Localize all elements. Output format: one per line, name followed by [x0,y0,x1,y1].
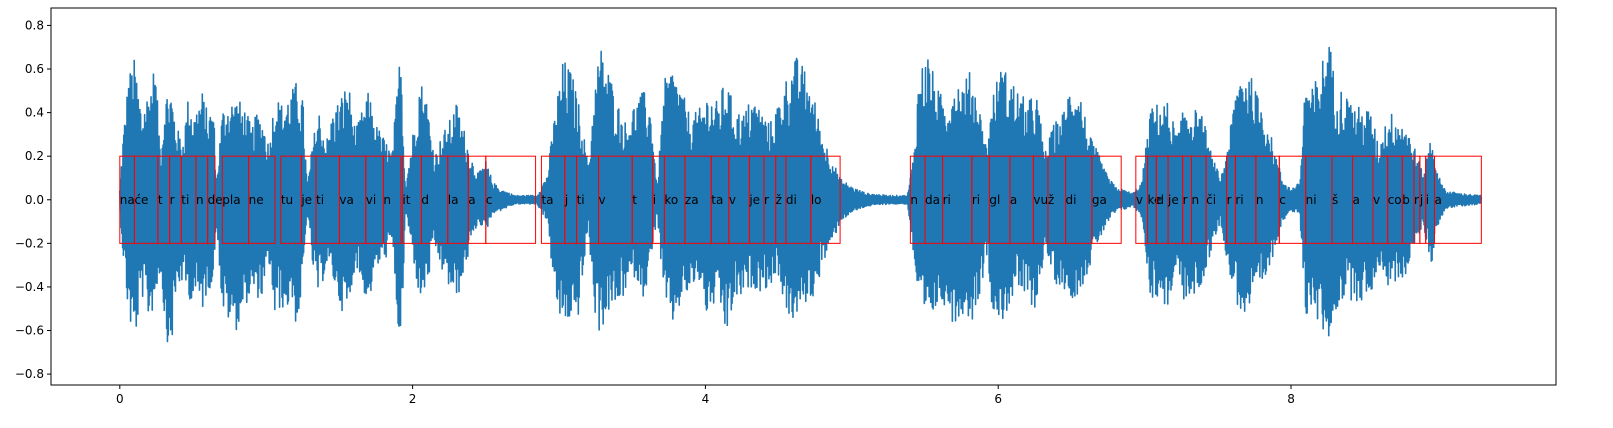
segment-label: n [910,193,918,207]
y-tick-label: −0.2 [15,236,44,250]
segment-label: gl [989,193,1000,207]
segment-label: di [786,193,797,207]
segment-label: n [196,193,204,207]
segment-label: ni [1306,193,1317,207]
y-tick-label: −0.6 [15,324,44,338]
segment-label: r [1227,193,1232,207]
segment-label: ne [249,193,264,207]
segment-label: d [421,193,429,207]
segment-label: ti [577,193,585,207]
segment-label: t [632,193,637,207]
segment-label: ta [711,193,723,207]
x-tick-label: 2 [409,392,417,406]
segment-label: v [1136,193,1143,207]
segment-label: a [1434,193,1441,207]
y-tick-label: 0.4 [25,106,44,120]
segment-label: v [729,193,736,207]
segment-label: r [1414,193,1419,207]
segment-label: ko [664,193,678,207]
segment-label: ta [541,193,553,207]
segment-box [485,155,537,244]
segment-label: a [1353,193,1360,207]
segment-label: na [120,193,135,207]
segment-label: je [1167,193,1179,207]
segment-label: vi [366,193,376,207]
segment-label: v [1373,193,1380,207]
waveform-line [119,46,1483,343]
segment-box [1091,155,1122,244]
x-tick-label: 0 [116,392,124,406]
segment-box [248,155,276,244]
segment-label: pla [222,193,240,207]
segment-label: b [1402,193,1410,207]
segment-label: r [170,193,175,207]
segment-label: a [468,193,475,207]
waveform-series [119,46,1483,343]
segment-label: it [402,193,410,207]
segment-label: je [300,193,312,207]
segment-label: tu [281,193,293,207]
segment-label: n [1191,193,1199,207]
y-tick-label: 0.2 [25,149,44,163]
y-tick-label: 0.6 [25,62,44,76]
segment-label: c [486,193,493,207]
segment-label: ri [972,193,980,207]
y-axis: −0.8 −0.6 −0.4 −0.2 0.0 0.2 0.4 0.6 0.8 [15,18,51,381]
segment-box [1433,155,1482,244]
y-tick-label: −0.8 [15,367,44,381]
segment-label: va [339,193,353,207]
segment-label: je [748,193,760,207]
segment-box [382,155,402,244]
segment-label: n [383,193,391,207]
segment-label: ke [1148,193,1162,207]
x-axis: 0 2 4 6 8 [116,385,1295,406]
x-tick-label: 6 [994,392,1002,406]
segment-label: da [925,193,940,207]
plot-frame [50,7,1557,386]
segment-label: la [448,193,459,207]
segment-label: co [1388,193,1402,207]
y-tick-label: 0.0 [25,193,44,207]
segment-label: ti [181,193,189,207]
segment-label: i [1426,193,1429,207]
segment-label: n [1256,193,1264,207]
segment-label: vu [1033,193,1048,207]
y-tick-label: 0.8 [25,18,44,32]
segment-label: v [599,193,606,207]
segment-label: a [1010,193,1017,207]
segment-label: j [1419,193,1423,207]
segment-label: ri [943,193,951,207]
segment-boxes: na će t r ti n de pla ne tu je ti va vi n it d la a c ta j ti v… [119,155,1482,244]
segment-label: ga [1092,193,1107,207]
segment-label: di [1066,193,1077,207]
segment-label: ž [776,193,782,207]
segment-label: t [158,193,163,207]
segment-label: ž [1048,193,1054,207]
segment-label: će [134,193,148,207]
segment-label: r [1183,193,1188,207]
segment-box [810,155,841,244]
segment-label: j [564,193,568,207]
segment-label: či [1206,193,1216,207]
segment-label: ri [1235,193,1243,207]
segment-label: c [1279,193,1286,207]
segment-label: ti [316,193,324,207]
segment-label: d [1156,193,1164,207]
segment-label: r [764,193,769,207]
x-tick-label: 4 [702,392,710,406]
segment-label: za [685,193,699,207]
segment-label: i [653,193,656,207]
segment-box [207,155,216,244]
x-tick-label: 8 [1287,392,1295,406]
segment-label: de [208,193,223,207]
segment-label: š [1332,193,1338,207]
segment-label: lo [811,193,822,207]
y-tick-label: −0.4 [15,280,44,294]
